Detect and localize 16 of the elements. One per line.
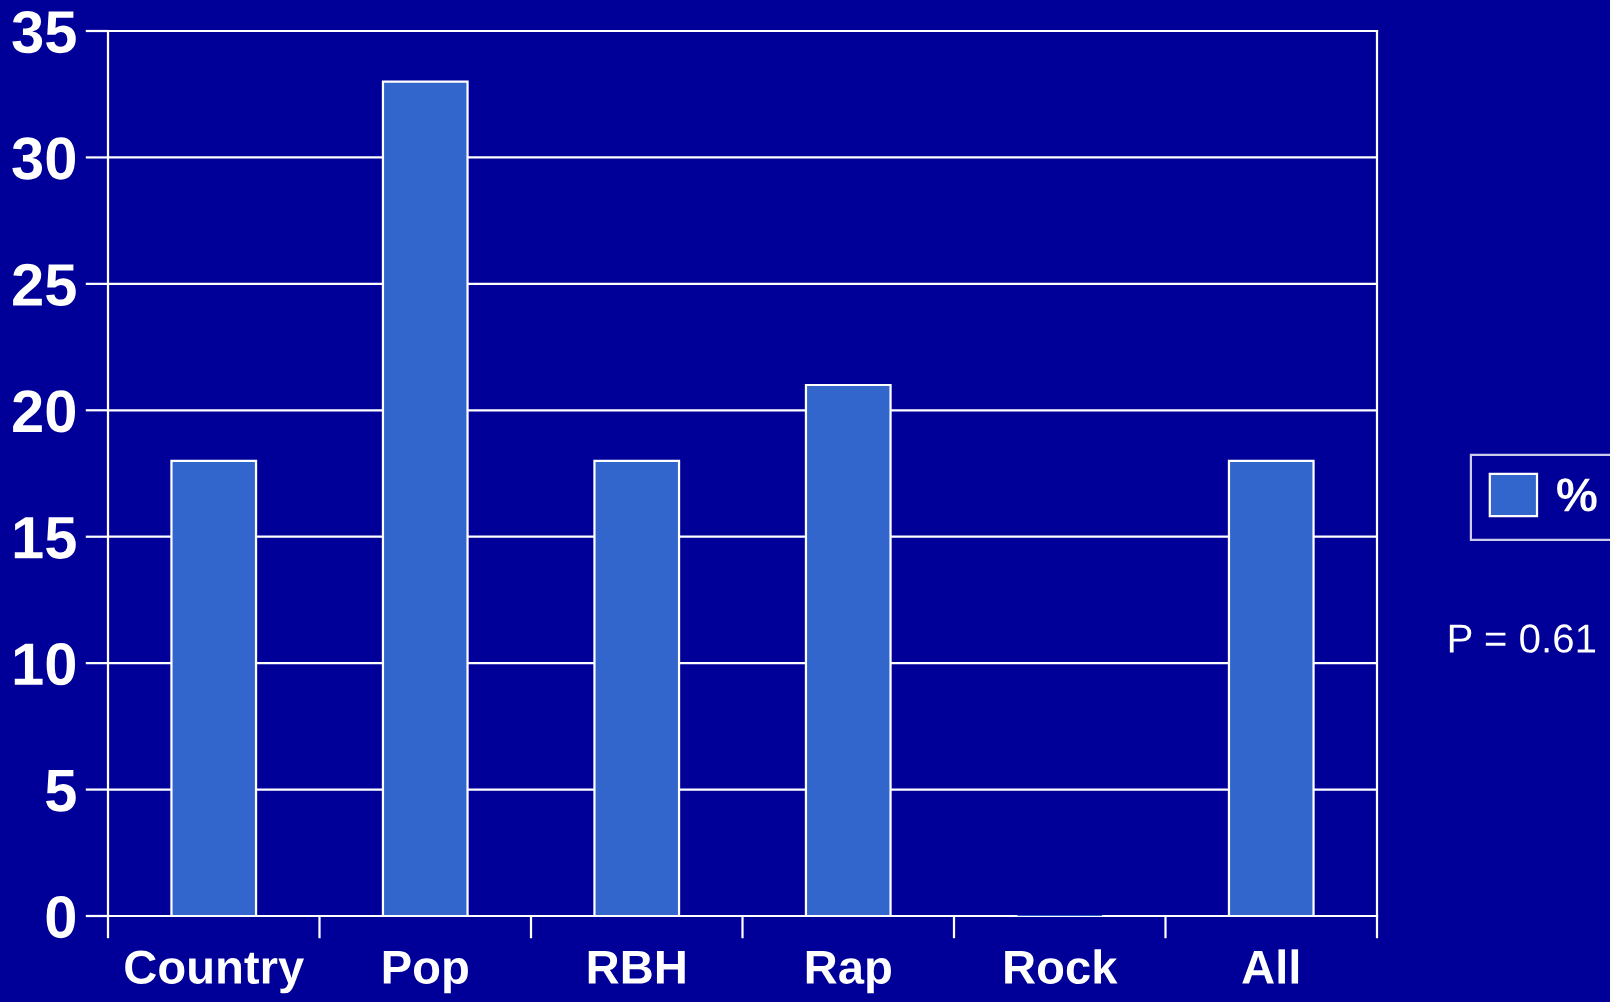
y-tick-label: 35 (12, 10, 76, 54)
legend-label: % (1557, 478, 1597, 512)
y-tick-label: 10 (14, 643, 75, 686)
x-tick-label: RBH (588, 951, 685, 984)
x-tick-label: All (1242, 949, 1299, 984)
x-tick-label: Pop (383, 951, 468, 994)
y-tick-label: 20 (13, 390, 75, 433)
y-tick-label: 5 (46, 770, 76, 812)
y-tick-label: 30 (12, 137, 75, 180)
y-tick-label: 15 (14, 517, 76, 559)
y-tick-label: 25 (13, 263, 76, 307)
x-tick-label: Rap (806, 951, 891, 994)
y-tick-label: 0 (46, 895, 75, 939)
x-tick-label: Rock (1005, 949, 1118, 985)
x-tick-label: Country (125, 950, 304, 994)
text: P = 0.61 (1449, 624, 1596, 653)
